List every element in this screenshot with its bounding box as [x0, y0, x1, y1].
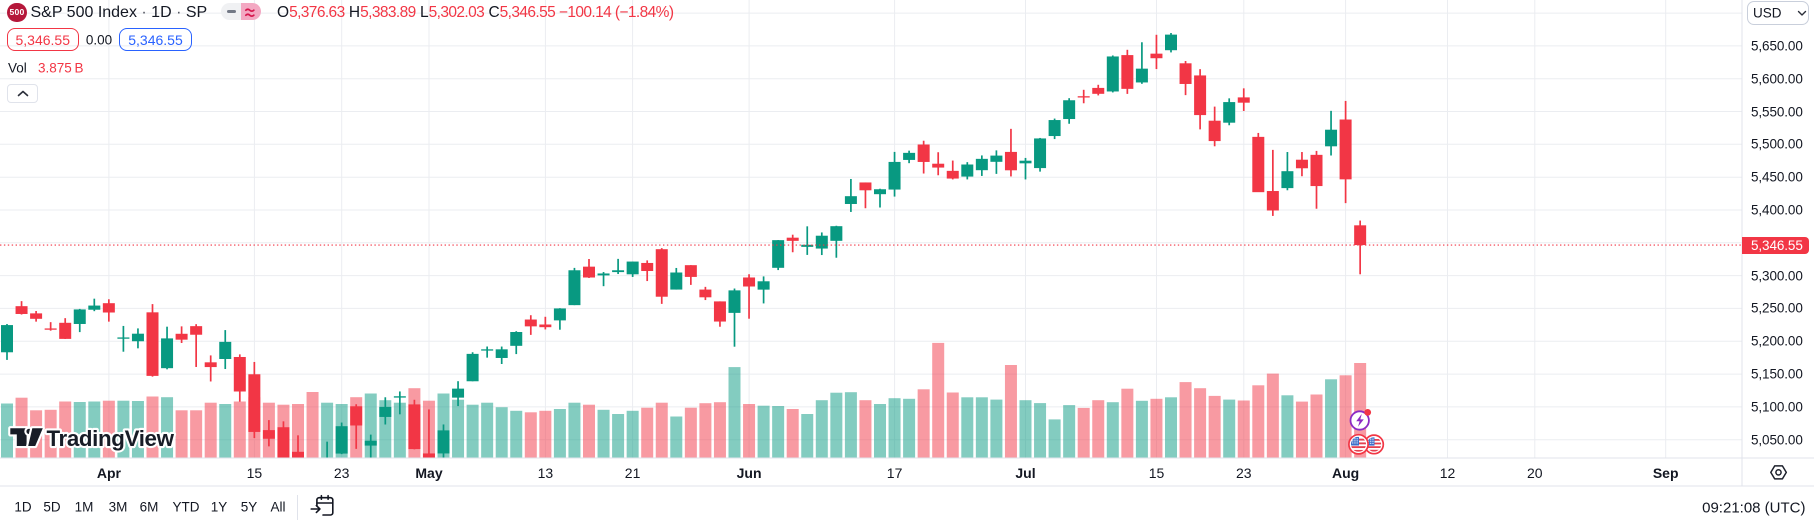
svg-text:TradingView: TradingView — [47, 426, 175, 451]
